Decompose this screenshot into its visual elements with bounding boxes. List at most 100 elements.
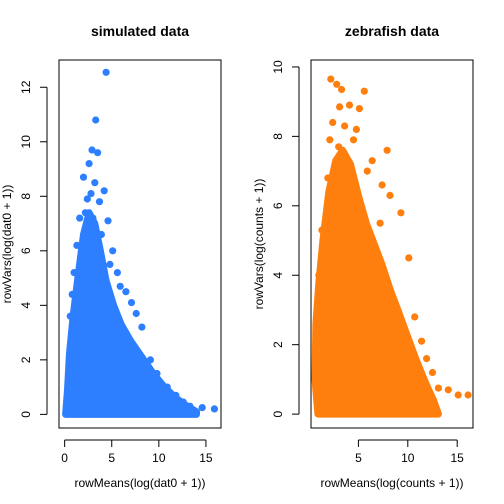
simulated-data-point bbox=[79, 173, 88, 181]
simulated-data-point bbox=[73, 241, 81, 249]
panel-zebrafish: zebrafish data rowMeans(log(counts + 1))… bbox=[252, 23, 474, 490]
simulated-data-point bbox=[146, 356, 154, 364]
zebrafish-data-point bbox=[341, 122, 349, 130]
simulated-data-point bbox=[122, 288, 130, 296]
zebrafish-y-tick-label: 4 bbox=[271, 272, 285, 279]
zebrafish-point-cloud bbox=[311, 146, 442, 418]
simulated-data-point bbox=[186, 402, 194, 410]
simulated-y-tick-label: 10 bbox=[19, 135, 33, 149]
zebrafish-data-point bbox=[349, 136, 358, 144]
simulated-data-point bbox=[113, 269, 121, 277]
simulated-y-tick-label: 0 bbox=[19, 411, 33, 418]
simulated-x-axis-label: rowMeans(log(dat0 + 1)) bbox=[74, 476, 205, 490]
zebrafish-data-point bbox=[326, 136, 334, 144]
zebrafish-data-point bbox=[397, 209, 405, 217]
simulated-point-cloud bbox=[62, 209, 200, 418]
zebrafish-y-tick-label: 8 bbox=[271, 133, 285, 140]
zebrafish-data-point bbox=[352, 125, 360, 133]
simulated-y-tick-label: 4 bbox=[19, 302, 33, 309]
simulated-data-point bbox=[210, 405, 218, 413]
zebrafish-y-tick-label: 6 bbox=[271, 202, 285, 209]
simulated-data-point bbox=[198, 404, 206, 412]
zebrafish-data-point bbox=[360, 87, 368, 95]
zebrafish-y-tick-label: 2 bbox=[271, 341, 285, 348]
simulated-data-point bbox=[132, 309, 140, 318]
zebrafish-x-tick-label: 15 bbox=[451, 451, 465, 465]
zebrafish-data-point bbox=[454, 391, 462, 399]
simulated-data-point bbox=[138, 323, 146, 331]
simulated-data-point bbox=[66, 312, 74, 320]
zebrafish-y-tick-label: 0 bbox=[271, 410, 285, 417]
simulated-data-point bbox=[89, 214, 97, 222]
simulated-data-point bbox=[85, 160, 93, 168]
zebrafish-data-point bbox=[376, 219, 384, 227]
zebrafish-data-point bbox=[411, 313, 419, 321]
zebrafish-data-point bbox=[368, 157, 376, 165]
zebrafish-x-tick-label: 10 bbox=[401, 451, 415, 465]
simulated-data-point bbox=[163, 383, 171, 391]
zebrafish-data-point bbox=[329, 118, 337, 127]
simulated-data-point bbox=[87, 190, 95, 198]
zebrafish-data-point bbox=[423, 355, 431, 363]
simulated-data-point bbox=[84, 225, 92, 233]
simulated-data-point bbox=[172, 391, 180, 399]
simulated-data-point bbox=[116, 282, 124, 290]
simulated-y-tick-label: 8 bbox=[19, 193, 33, 200]
zebrafish-x-tick-label: 5 bbox=[355, 451, 362, 465]
simulated-data-point bbox=[104, 217, 112, 225]
zebrafish-data-point bbox=[444, 386, 452, 394]
zebrafish-data-point bbox=[418, 337, 426, 345]
simulated-x-tick-label: 10 bbox=[152, 451, 166, 465]
simulated-y-tick-label: 2 bbox=[19, 356, 33, 363]
simulated-data-point bbox=[106, 260, 114, 268]
simulated-plot-area bbox=[62, 68, 218, 418]
simulated-data-point bbox=[100, 187, 108, 195]
zebrafish-data-point bbox=[335, 143, 343, 151]
zebrafish-data-point bbox=[405, 254, 413, 262]
simulated-y-tick-label: 12 bbox=[19, 80, 33, 94]
simulated-data-point bbox=[127, 299, 136, 307]
zebrafish-y-tick-label: 10 bbox=[271, 60, 285, 74]
zebrafish-data-point bbox=[464, 391, 472, 399]
zebrafish-data-point bbox=[327, 75, 335, 83]
zebrafish-data-point bbox=[434, 384, 442, 392]
simulated-y-tick-label: 6 bbox=[19, 247, 33, 254]
simulated-data-point bbox=[102, 68, 110, 76]
zebrafish-data-point bbox=[383, 146, 391, 154]
simulated-data-point bbox=[81, 209, 89, 217]
simulated-data-point bbox=[70, 269, 78, 277]
zebrafish-data-point bbox=[345, 101, 354, 109]
zebrafish-data-point bbox=[378, 181, 386, 189]
zebrafish-data-point bbox=[355, 105, 363, 113]
zebrafish-y-axis-label: rowVars(log(counts + 1)) bbox=[252, 179, 266, 310]
simulated-data-point bbox=[97, 230, 105, 239]
simulated-data-point bbox=[95, 198, 104, 206]
simulated-data-point bbox=[109, 247, 117, 255]
simulated-x-tick-label: 0 bbox=[61, 451, 68, 465]
zebrafish-plot-area bbox=[311, 75, 472, 418]
zebrafish-title: zebrafish data bbox=[345, 23, 439, 39]
simulated-data-point bbox=[68, 290, 76, 298]
zebrafish-data-point bbox=[333, 80, 341, 88]
zebrafish-data-point bbox=[318, 226, 326, 234]
panel-simulated: simulated data rowMeans(log(dat0 + 1)) r… bbox=[0, 23, 222, 490]
zebrafish-data-point bbox=[336, 103, 344, 111]
zebrafish-x-axis-label: rowMeans(log(counts + 1)) bbox=[320, 476, 463, 490]
simulated-data-point bbox=[88, 146, 96, 154]
zebrafish-data-point bbox=[324, 174, 332, 182]
simulated-data-point bbox=[91, 179, 99, 187]
simulated-data-point bbox=[92, 116, 100, 124]
simulated-title: simulated data bbox=[91, 23, 189, 39]
simulated-data-point bbox=[94, 149, 102, 157]
zebrafish-data-point bbox=[386, 191, 394, 199]
simulated-data-point bbox=[83, 195, 91, 203]
simulated-x-tick-label: 5 bbox=[108, 451, 115, 465]
zebrafish-data-point bbox=[315, 271, 323, 279]
simulated-data-point bbox=[76, 214, 84, 222]
zebrafish-data-point bbox=[363, 167, 371, 175]
zebrafish-data-point bbox=[338, 85, 346, 94]
simulated-data-point bbox=[153, 369, 161, 378]
zebrafish-data-point bbox=[428, 368, 437, 377]
simulated-plot-frame bbox=[58, 59, 222, 429]
